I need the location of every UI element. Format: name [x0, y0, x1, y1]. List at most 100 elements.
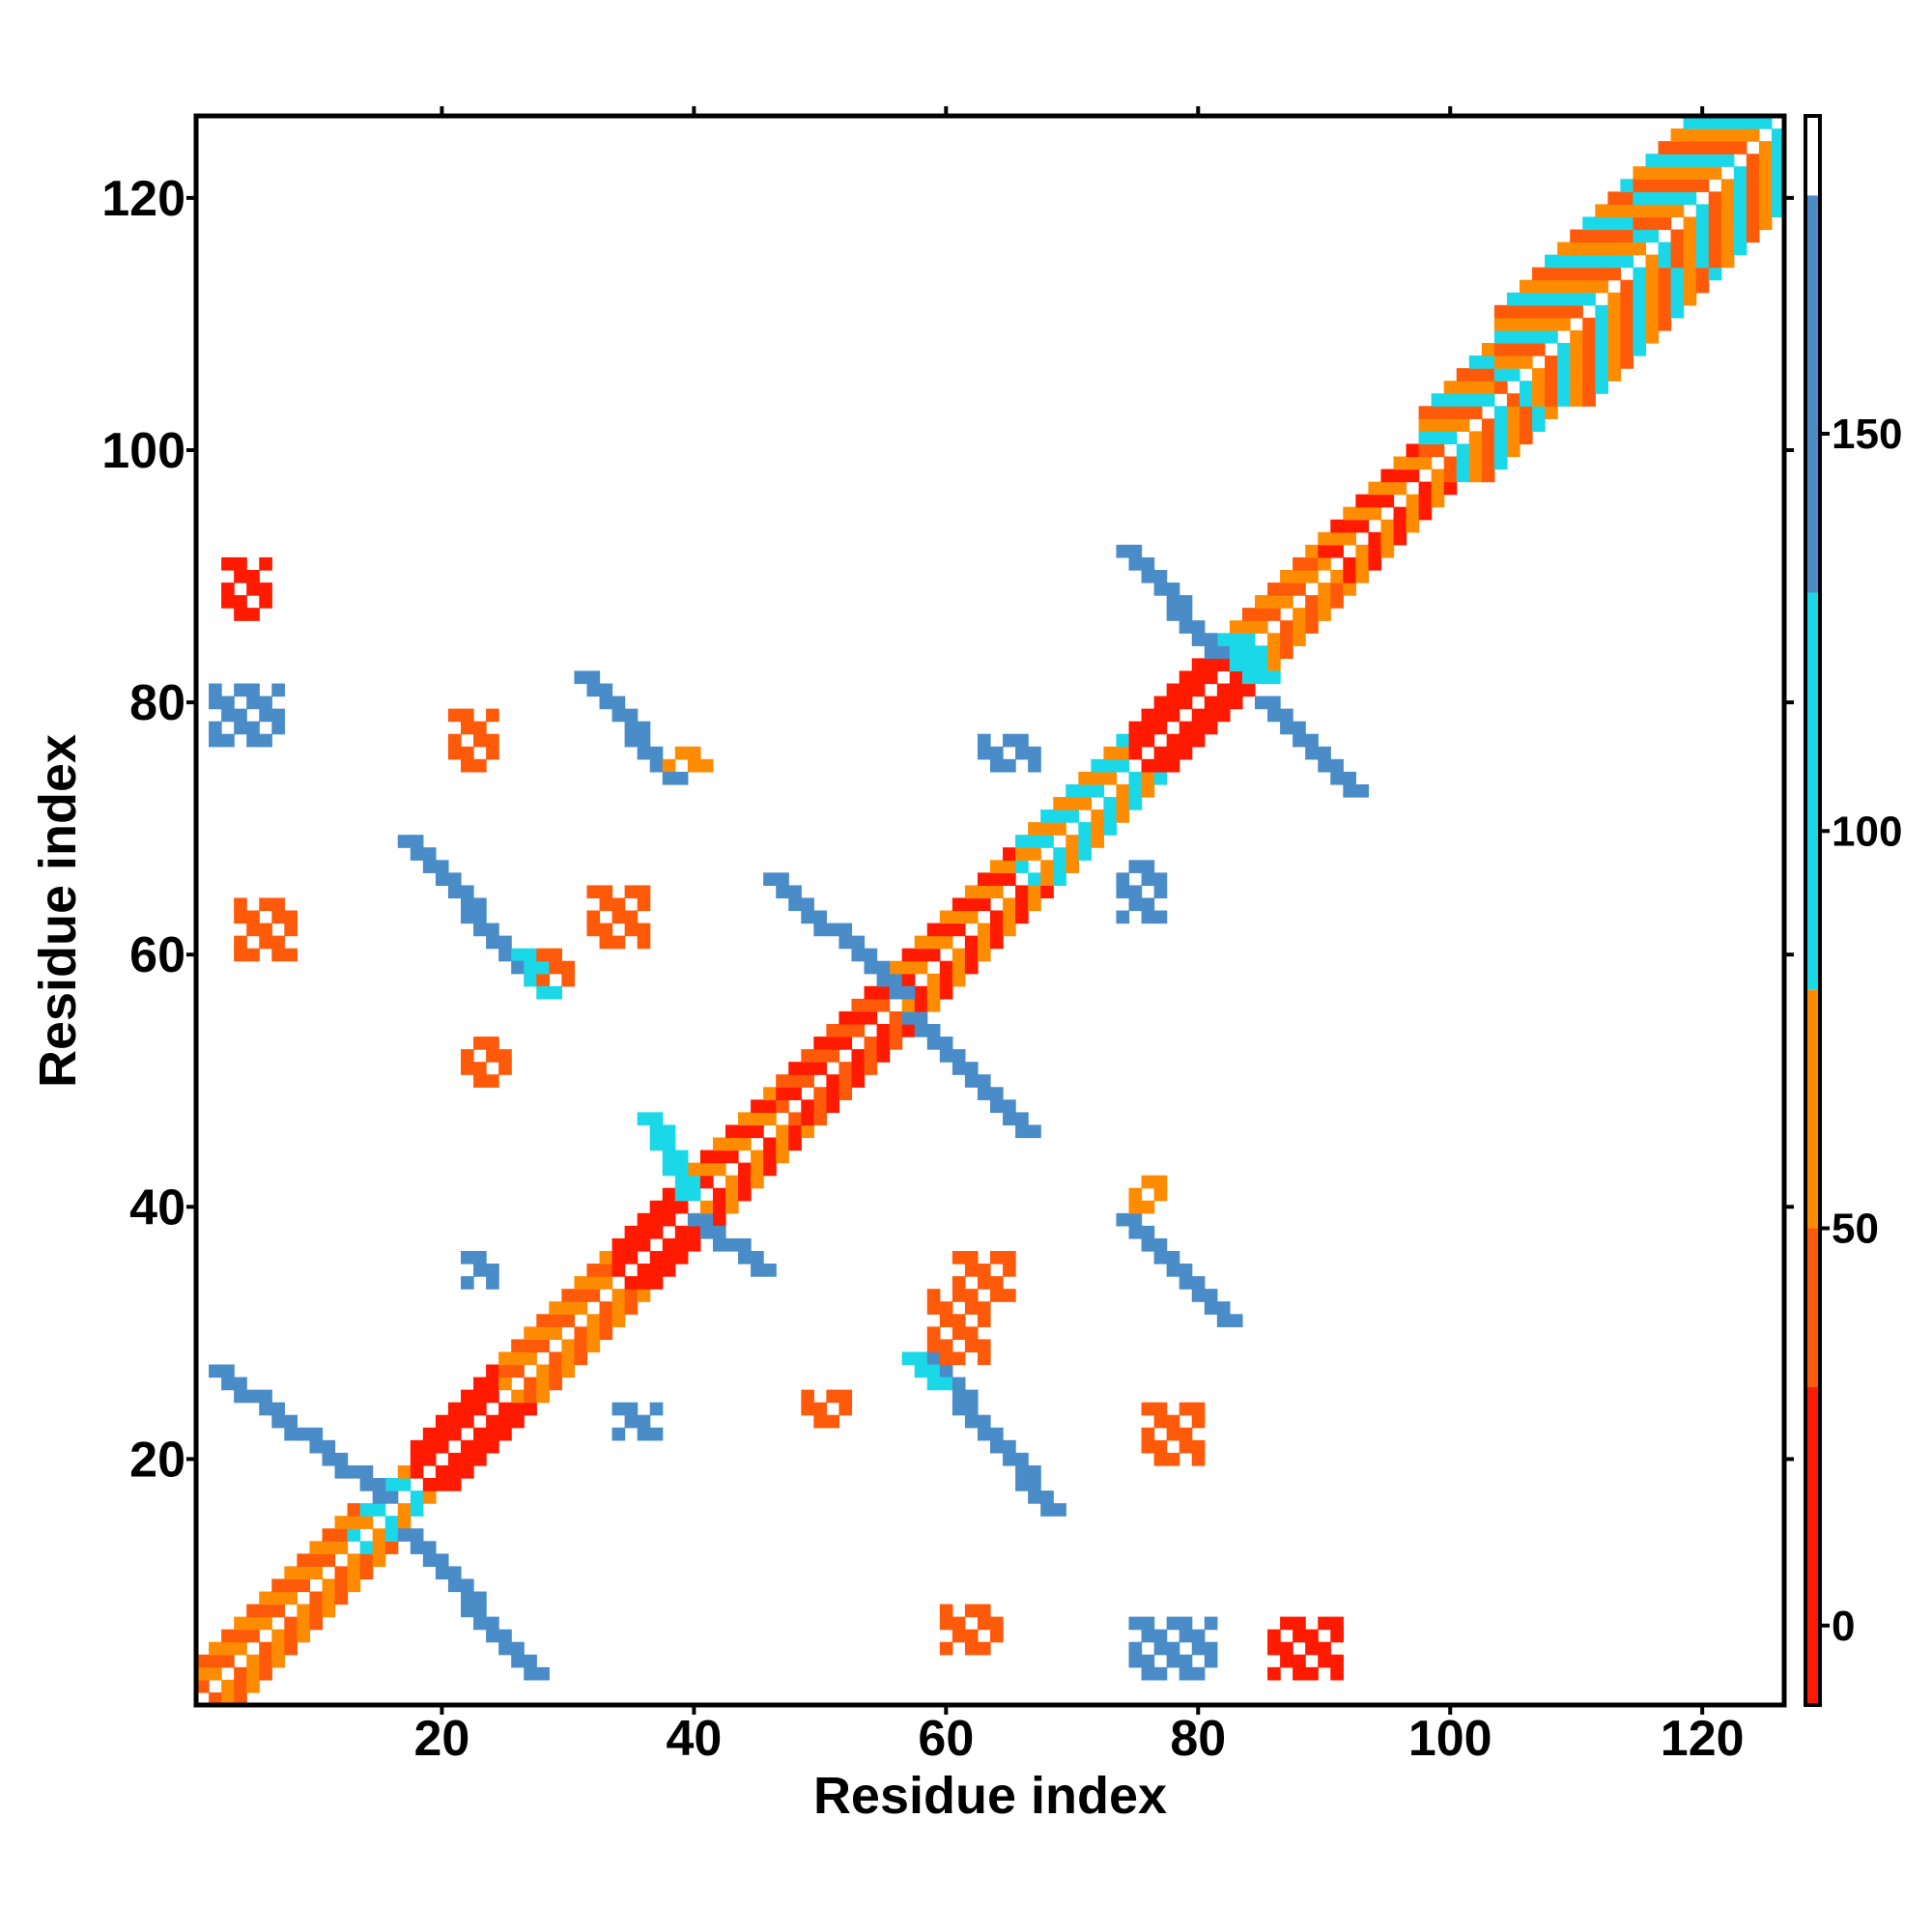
heatmap-cell	[410, 835, 424, 848]
heatmap-cell	[1153, 1641, 1168, 1656]
heatmap-cell	[1191, 633, 1206, 646]
heatmap-cell	[498, 935, 512, 950]
heatmap-cell	[1204, 708, 1218, 723]
heatmap-cell	[473, 897, 487, 912]
heatmap-cell	[1330, 582, 1344, 596]
heatmap-cell	[712, 1225, 726, 1239]
heatmap-cell	[1557, 368, 1571, 382]
heatmap-cell	[209, 1654, 222, 1668]
heatmap-cell	[1771, 204, 1785, 218]
heatmap-cell	[1280, 708, 1293, 723]
heatmap-cell	[586, 1326, 601, 1340]
heatmap-cell	[1318, 556, 1331, 571]
heatmap-cell	[1179, 1439, 1193, 1454]
heatmap-cell	[1670, 229, 1685, 243]
heatmap-cell	[1683, 191, 1697, 205]
heatmap-cell	[1293, 733, 1306, 748]
heatmap-cell	[1545, 267, 1558, 281]
heatmap-cell	[1658, 304, 1672, 319]
heatmap-cell	[977, 1264, 991, 1277]
heatmap-cell	[322, 1452, 336, 1466]
heatmap-cell	[1456, 393, 1470, 407]
heatmap-cell	[876, 973, 891, 987]
heatmap-cell	[964, 1414, 979, 1429]
heatmap-cell	[309, 1541, 324, 1554]
heatmap-cell	[788, 1062, 802, 1075]
heatmap-cell	[939, 973, 953, 987]
heatmap-cell	[1683, 116, 1697, 129]
heatmap-cell	[1280, 595, 1293, 609]
heatmap-cell	[1532, 317, 1546, 331]
heatmap-cell	[486, 1629, 499, 1643]
heatmap-cell	[1506, 393, 1520, 407]
heatmap-cell	[1443, 418, 1458, 432]
heatmap-cell	[473, 1074, 487, 1088]
heatmap-cell	[624, 1251, 639, 1264]
heatmap-cell	[990, 758, 1004, 773]
heatmap-cell	[1204, 633, 1218, 646]
heatmap-cell	[1040, 1491, 1054, 1504]
heatmap-cell	[649, 1264, 664, 1277]
heatmap-cell	[586, 1289, 601, 1302]
heatmap-cell	[1330, 758, 1344, 773]
heatmap-cell	[1506, 329, 1520, 344]
heatmap-cell	[284, 1591, 298, 1605]
heatmap-cell	[1468, 431, 1483, 445]
heatmap-cell	[1166, 1641, 1180, 1656]
heatmap-cell	[637, 923, 651, 937]
heatmap-cell	[649, 1427, 664, 1441]
heatmap-cell	[1153, 1414, 1168, 1429]
heatmap-cell	[864, 1010, 878, 1025]
heatmap-cell	[1330, 1666, 1344, 1681]
heatmap-cell	[889, 1037, 903, 1050]
heatmap-cell	[1166, 582, 1180, 596]
heatmap-cell	[914, 960, 928, 975]
heatmap-cell	[209, 1666, 222, 1681]
heatmap-cell	[687, 1175, 701, 1189]
heatmap-cell	[447, 1427, 462, 1441]
heatmap-cell	[536, 973, 550, 987]
heatmap-cell	[914, 1010, 928, 1025]
heatmap-cell	[1116, 733, 1130, 748]
heatmap-cell	[851, 948, 866, 962]
heatmap-cell	[826, 1074, 840, 1088]
heatmap-cell	[1532, 267, 1546, 281]
heatmap-cell	[1570, 343, 1583, 356]
heatmap-cell	[687, 1187, 701, 1202]
heatmap-cell	[926, 1377, 941, 1391]
heatmap-cell	[410, 847, 424, 861]
heatmap-cell	[926, 1289, 941, 1302]
heatmap-cell	[422, 847, 437, 861]
heatmap-cell	[1406, 506, 1420, 521]
heatmap-cell	[1216, 1301, 1231, 1315]
heatmap-cell	[599, 1251, 613, 1264]
heatmap-cell	[838, 923, 853, 937]
heatmap-cell	[1418, 481, 1433, 496]
heatmap-cell	[624, 1237, 639, 1252]
heatmap-cell	[486, 1616, 499, 1631]
heatmap-cell	[977, 1604, 991, 1618]
heatmap-cell	[1141, 1225, 1155, 1239]
heatmap-cell	[1607, 329, 1621, 344]
heatmap-cell	[246, 696, 260, 710]
heatmap-cell	[322, 1578, 336, 1593]
heatmap-cell	[1557, 254, 1571, 269]
heatmap-cell	[977, 897, 991, 912]
heatmap-cell	[1305, 570, 1319, 583]
heatmap-cell	[549, 960, 562, 975]
heatmap-cell	[1015, 1464, 1029, 1479]
heatmap-cell	[1216, 1314, 1231, 1327]
heatmap-cell	[662, 1212, 676, 1227]
heatmap-cell	[624, 733, 639, 748]
heatmap-cell	[473, 1037, 487, 1050]
heatmap-cell	[384, 1541, 399, 1554]
heatmap-cell	[813, 1414, 827, 1429]
heatmap-cell	[712, 1237, 726, 1252]
heatmap-cell	[876, 960, 891, 975]
heatmap-cell	[1708, 204, 1722, 218]
heatmap-cell	[964, 1062, 979, 1075]
heatmap-cell	[1305, 544, 1319, 558]
heatmap-cell	[1393, 481, 1407, 496]
heatmap-cell	[1028, 1464, 1041, 1479]
x-tick-label: 40	[666, 1711, 722, 1767]
